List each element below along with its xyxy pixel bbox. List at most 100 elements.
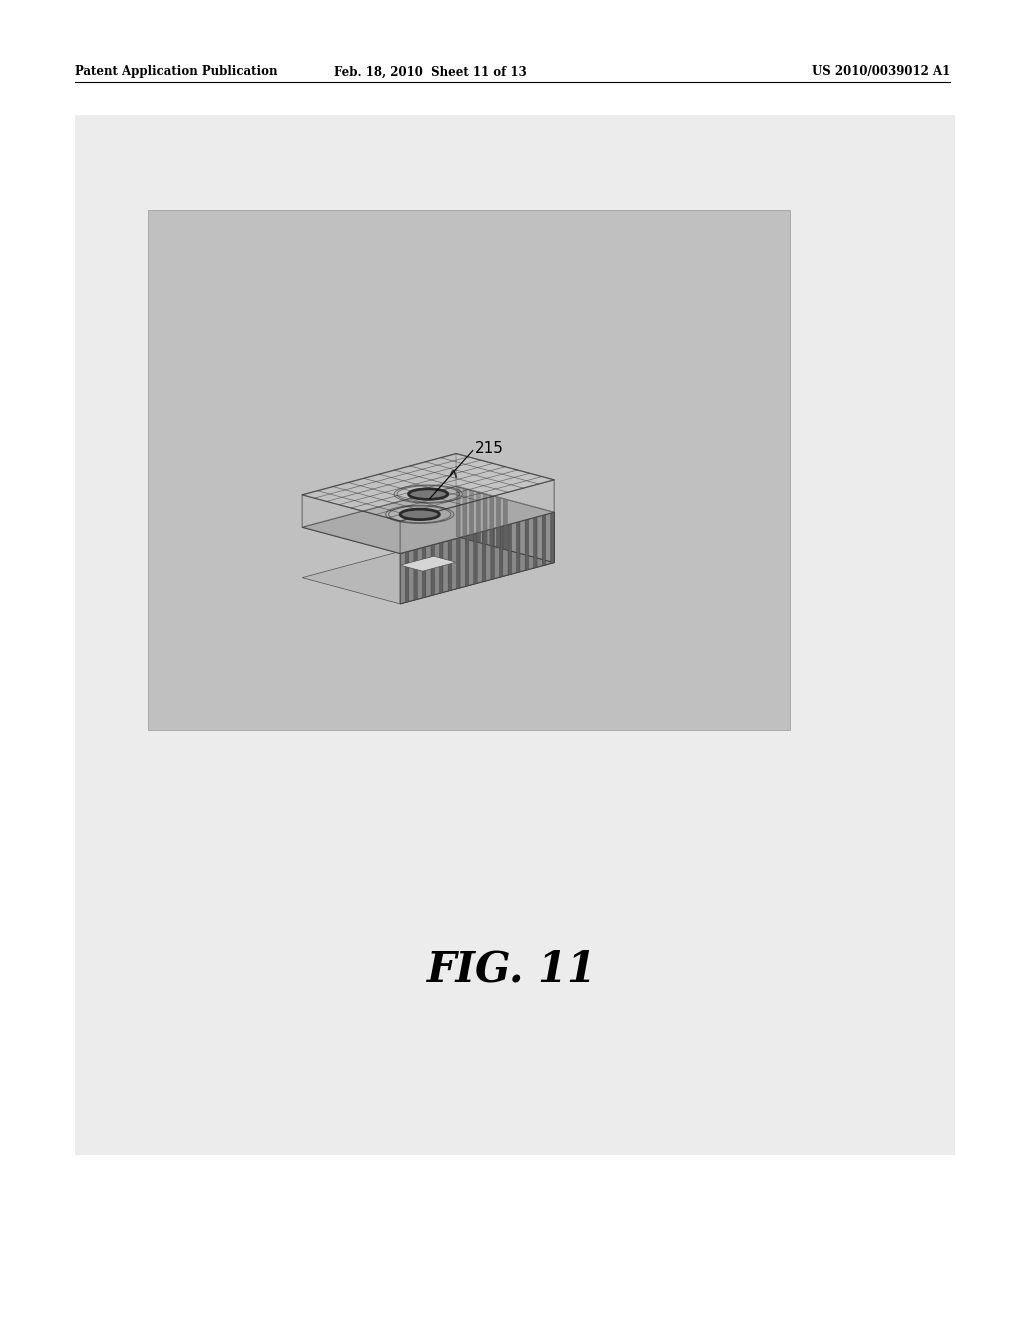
- Text: US 2010/0039012 A1: US 2010/0039012 A1: [812, 66, 950, 78]
- Polygon shape: [520, 520, 525, 572]
- Polygon shape: [456, 486, 554, 562]
- Polygon shape: [417, 548, 423, 599]
- Polygon shape: [507, 523, 511, 574]
- Polygon shape: [525, 519, 528, 570]
- Polygon shape: [542, 513, 546, 565]
- Polygon shape: [490, 528, 495, 579]
- Polygon shape: [465, 535, 469, 586]
- Polygon shape: [494, 496, 497, 548]
- Polygon shape: [302, 486, 554, 553]
- Ellipse shape: [422, 492, 434, 496]
- Ellipse shape: [400, 510, 439, 520]
- Polygon shape: [532, 516, 537, 568]
- Polygon shape: [497, 496, 501, 548]
- Polygon shape: [470, 490, 473, 541]
- Polygon shape: [460, 487, 463, 539]
- Polygon shape: [456, 536, 460, 587]
- Polygon shape: [497, 496, 501, 548]
- Ellipse shape: [418, 491, 439, 498]
- Polygon shape: [504, 499, 507, 550]
- Polygon shape: [480, 492, 483, 544]
- Polygon shape: [302, 454, 456, 527]
- Polygon shape: [483, 494, 487, 545]
- Ellipse shape: [414, 490, 442, 498]
- Polygon shape: [546, 513, 551, 565]
- Polygon shape: [456, 486, 460, 537]
- Polygon shape: [400, 556, 456, 572]
- Polygon shape: [499, 525, 503, 577]
- Polygon shape: [443, 541, 449, 593]
- Polygon shape: [489, 495, 494, 546]
- Text: Feb. 18, 2010  Sheet 11 of 13: Feb. 18, 2010 Sheet 11 of 13: [334, 66, 526, 78]
- Polygon shape: [476, 491, 480, 543]
- Polygon shape: [463, 488, 467, 540]
- Bar: [148, 210, 790, 730]
- Polygon shape: [485, 529, 490, 581]
- Polygon shape: [473, 491, 476, 541]
- Polygon shape: [406, 552, 409, 602]
- Polygon shape: [487, 494, 489, 545]
- Text: Patent Application Publication: Patent Application Publication: [75, 66, 278, 78]
- Polygon shape: [516, 521, 520, 573]
- Polygon shape: [501, 498, 504, 549]
- Polygon shape: [426, 545, 431, 597]
- Polygon shape: [465, 535, 469, 586]
- Polygon shape: [431, 544, 434, 595]
- Polygon shape: [413, 548, 417, 599]
- Polygon shape: [470, 490, 473, 541]
- Polygon shape: [483, 494, 487, 545]
- Polygon shape: [500, 525, 503, 577]
- Polygon shape: [508, 524, 511, 576]
- Polygon shape: [528, 517, 534, 569]
- Polygon shape: [404, 550, 409, 602]
- Polygon shape: [473, 532, 477, 583]
- Polygon shape: [469, 533, 474, 586]
- Polygon shape: [474, 533, 477, 585]
- Polygon shape: [423, 546, 426, 598]
- Ellipse shape: [409, 488, 447, 499]
- Polygon shape: [449, 540, 452, 591]
- Polygon shape: [550, 511, 554, 562]
- Polygon shape: [467, 488, 470, 540]
- Polygon shape: [463, 488, 467, 540]
- Polygon shape: [460, 536, 465, 587]
- Polygon shape: [511, 523, 516, 574]
- Polygon shape: [489, 495, 494, 546]
- Polygon shape: [434, 543, 439, 595]
- Polygon shape: [456, 454, 554, 512]
- Polygon shape: [430, 544, 434, 595]
- Polygon shape: [524, 517, 528, 569]
- Polygon shape: [457, 537, 460, 589]
- Ellipse shape: [406, 511, 434, 519]
- Polygon shape: [414, 549, 417, 601]
- Polygon shape: [534, 517, 537, 568]
- Text: FIG. 11: FIG. 11: [427, 949, 597, 991]
- Polygon shape: [543, 515, 546, 566]
- Polygon shape: [477, 532, 482, 583]
- Polygon shape: [490, 527, 495, 578]
- Polygon shape: [302, 495, 400, 553]
- Polygon shape: [482, 531, 485, 582]
- Bar: [75, 115, 955, 1155]
- Polygon shape: [302, 536, 554, 605]
- Polygon shape: [456, 486, 460, 537]
- Polygon shape: [481, 529, 485, 581]
- Polygon shape: [409, 550, 414, 602]
- Polygon shape: [476, 491, 480, 543]
- Polygon shape: [447, 539, 452, 590]
- Polygon shape: [504, 499, 507, 550]
- Text: 215: 215: [475, 441, 504, 455]
- Polygon shape: [516, 520, 520, 572]
- Polygon shape: [503, 524, 508, 577]
- Polygon shape: [438, 541, 443, 593]
- Polygon shape: [302, 454, 554, 521]
- Polygon shape: [495, 527, 500, 578]
- Polygon shape: [551, 512, 554, 564]
- Polygon shape: [422, 545, 426, 597]
- Ellipse shape: [414, 512, 426, 516]
- Ellipse shape: [411, 490, 445, 499]
- Polygon shape: [439, 543, 443, 594]
- Polygon shape: [452, 539, 457, 590]
- Polygon shape: [400, 480, 554, 553]
- Polygon shape: [400, 512, 554, 605]
